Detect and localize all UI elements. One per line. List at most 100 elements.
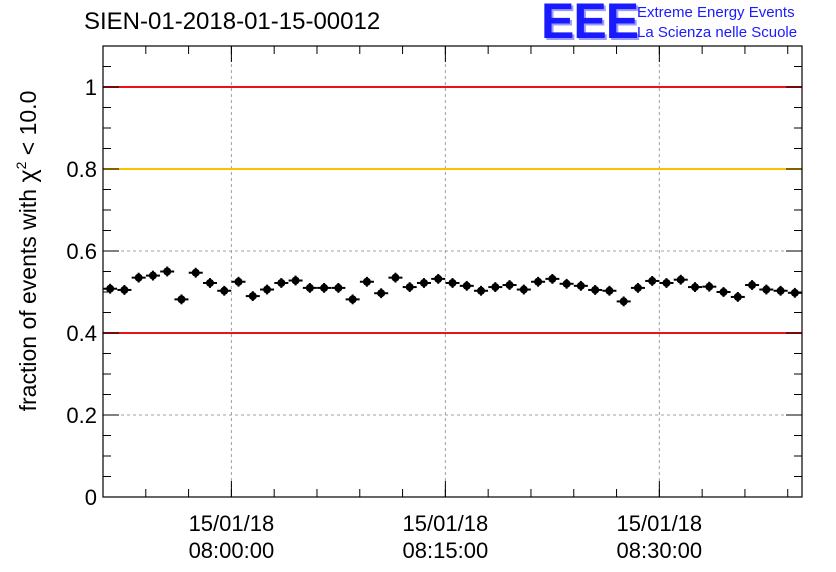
data-marker: [120, 285, 129, 294]
data-points: [103, 266, 802, 307]
data-point: [502, 280, 517, 290]
data-marker: [348, 295, 357, 304]
data-point: [616, 296, 631, 307]
y-axis-label-prefix: fraction of events with: [15, 183, 41, 412]
data-point: [745, 280, 760, 290]
data-point: [459, 280, 474, 291]
data-marker: [405, 283, 414, 292]
data-point: [688, 282, 703, 292]
data-marker: [534, 277, 543, 286]
data-marker: [776, 286, 785, 295]
data-marker: [576, 281, 585, 290]
data-point: [730, 292, 745, 302]
data-marker: [220, 286, 229, 295]
data-marker: [505, 281, 514, 290]
data-marker: [419, 278, 428, 287]
data-point: [702, 281, 717, 292]
data-point: [759, 284, 774, 295]
data-point: [245, 291, 260, 302]
data-point: [673, 274, 688, 285]
x-tick-label-date: 15/01/18: [403, 511, 489, 536]
axis-ticks: [103, 45, 802, 498]
y-tick-label: 0: [85, 485, 97, 510]
data-marker: [705, 282, 714, 291]
data-point: [174, 294, 189, 305]
y-tick-label: 1: [85, 75, 97, 100]
data-marker: [477, 286, 486, 295]
data-point: [145, 270, 160, 281]
data-point: [573, 280, 588, 291]
data-marker: [362, 277, 371, 286]
data-marker: [562, 279, 571, 288]
plot-frame: [102, 45, 803, 498]
eee-logo: EEE Extreme Energy Events La Scienza nel…: [541, 0, 836, 48]
data-marker: [434, 274, 443, 283]
data-marker: [719, 288, 728, 296]
data-point: [288, 275, 303, 286]
data-marker: [177, 295, 186, 304]
data-point: [630, 282, 645, 293]
y-tick-label: 0.4: [66, 321, 97, 346]
data-point: [374, 288, 389, 299]
data-marker: [277, 278, 286, 287]
data-marker: [605, 286, 614, 295]
data-marker: [205, 278, 214, 287]
x-tick-label-time: 08:15:00: [403, 538, 489, 563]
data-marker: [790, 288, 799, 297]
x-tick-label-date: 15/01/18: [617, 511, 703, 536]
data-point: [516, 284, 531, 295]
data-marker: [320, 283, 329, 292]
x-tick-label-date: 15/01/18: [189, 511, 275, 536]
data-point: [716, 287, 731, 297]
data-point: [445, 278, 460, 288]
data-marker: [591, 285, 600, 294]
data-point: [331, 282, 346, 293]
chi-symbol: χ: [14, 169, 42, 182]
data-point: [474, 285, 489, 296]
data-point: [117, 285, 132, 295]
data-point: [602, 285, 617, 296]
data-marker: [248, 292, 257, 301]
data-point: [217, 285, 232, 296]
data-point: [131, 272, 146, 283]
data-marker: [448, 278, 457, 287]
data-marker: [676, 275, 685, 284]
data-marker: [234, 277, 243, 286]
data-marker: [377, 289, 386, 298]
data-point: [231, 276, 246, 287]
data-marker: [691, 283, 700, 292]
data-marker: [462, 281, 471, 290]
data-marker: [305, 283, 314, 292]
data-marker: [191, 268, 200, 277]
x-tick-label-time: 08:30:00: [617, 538, 703, 563]
reference-lines: [103, 86, 802, 334]
data-point: [317, 282, 332, 293]
data-point: [588, 285, 603, 295]
data-point: [388, 272, 403, 283]
data-marker: [662, 278, 671, 287]
data-point: [545, 273, 560, 284]
data-point: [188, 267, 203, 278]
data-point: [274, 278, 289, 288]
data-point: [402, 282, 417, 292]
data-point: [359, 276, 374, 287]
data-point: [531, 276, 546, 287]
data-point: [260, 284, 275, 295]
y-axis-label-sup: 2: [13, 161, 29, 169]
data-marker: [519, 285, 528, 294]
data-marker: [163, 267, 172, 276]
data-marker: [106, 284, 115, 293]
data-marker: [633, 283, 642, 292]
data-point: [431, 273, 446, 284]
data-marker: [619, 297, 628, 306]
x-tick-labels: 15/01/1808:00:0015/01/1808:15:0015/01/18…: [189, 511, 703, 563]
chart-title: SIEN-01-2018-01-15-00012: [84, 8, 381, 35]
data-marker: [391, 273, 400, 282]
data-marker: [134, 273, 143, 282]
grid-lines: [103, 46, 802, 497]
y-tick-label: 0.2: [66, 403, 97, 428]
data-marker: [762, 285, 771, 294]
y-axis-label: fraction of events with χ2 < 10.0: [13, 91, 42, 412]
data-point: [488, 282, 503, 292]
